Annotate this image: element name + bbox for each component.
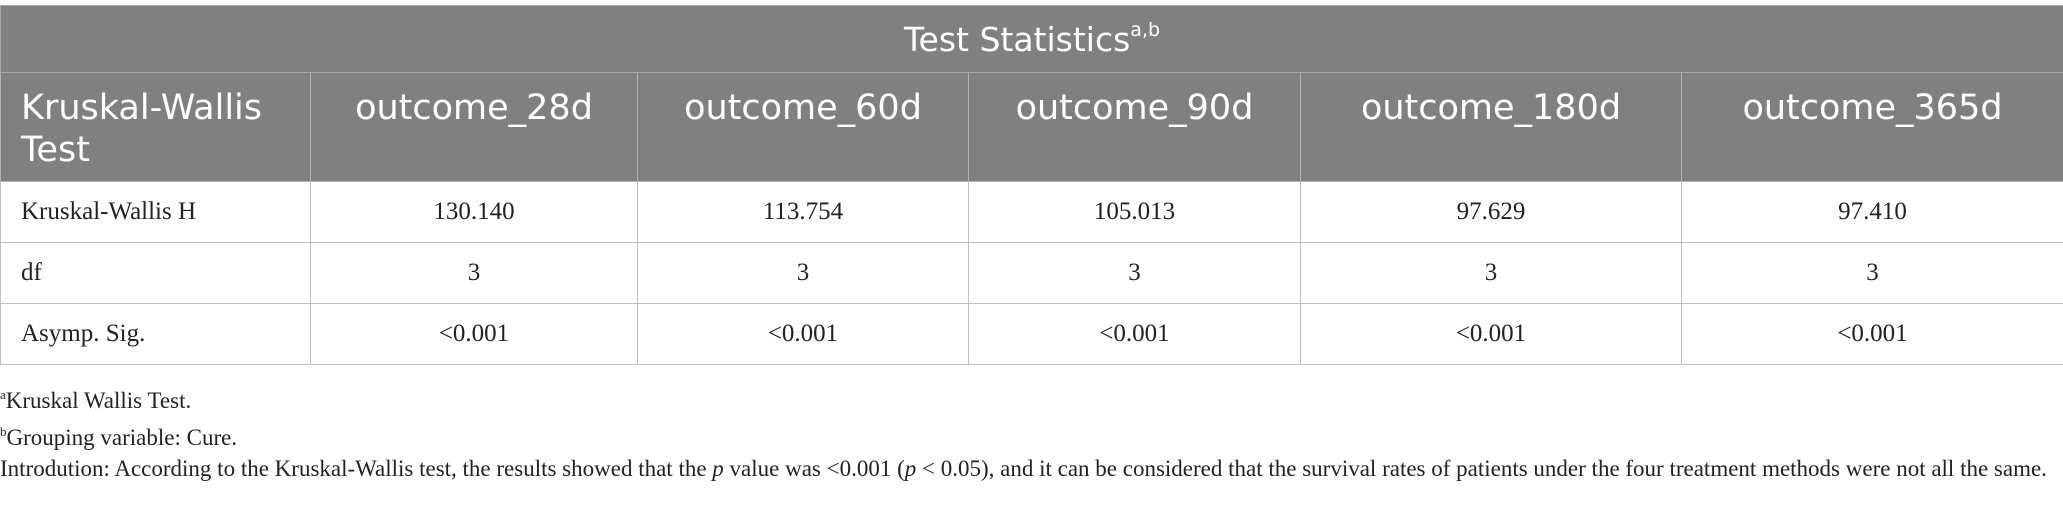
column-header-outcome-365d: outcome_365d: [1680, 72, 2063, 182]
p-symbol: p: [712, 456, 724, 481]
table-title-text: Test Statistics: [903, 20, 1131, 59]
column-header-text: outcome_28d: [355, 88, 593, 128]
footnote-text: Grouping variable: Cure.: [6, 425, 238, 450]
column-header-outcome-28d: outcome_28d: [310, 72, 638, 182]
table-cell: 97.629: [1300, 181, 1682, 243]
column-header-text: outcome_365d: [1742, 88, 2003, 128]
table-cell: <0.001: [310, 303, 638, 365]
note-text: < 0.05), and it can be considered that t…: [916, 456, 2047, 481]
column-header-row: Kruskal-Wallis Test outcome_28d outcome_…: [0, 72, 2063, 182]
row-label: df: [0, 242, 311, 304]
table-cell: 105.013: [968, 181, 1301, 243]
row-label: Asymp. Sig.: [0, 303, 311, 365]
footnote-b: bGrouping variable: Cure.: [0, 416, 2063, 453]
table-cell: 130.140: [310, 181, 638, 243]
table-title-row: Test Statisticsa,b: [0, 5, 2063, 73]
table-cell: <0.001: [637, 303, 969, 365]
table-title-superscript: a,b: [1130, 19, 1161, 41]
p-symbol: p: [904, 456, 917, 481]
table-cell: 3: [1300, 242, 1682, 304]
table-cell: 3: [310, 242, 638, 304]
footnote-mark: a: [0, 387, 6, 402]
table-cell: <0.001: [1680, 303, 2063, 365]
test-statistics-table: Test Statisticsa,b Kruskal-Wallis Test o…: [0, 5, 2063, 365]
table-row-kruskal-wallis-h: Kruskal-Wallis H 130.140 113.754 105.013…: [0, 181, 2063, 243]
table-title: Test Statisticsa,b: [0, 5, 2063, 73]
column-header-outcome-60d: outcome_60d: [637, 72, 969, 182]
table-cell: <0.001: [1300, 303, 1682, 365]
introduction-note: Introdution: According to the Kruskal-Wa…: [0, 453, 2063, 484]
footnote-mark: b: [0, 424, 7, 439]
table-row-asymp-sig: Asymp. Sig. <0.001 <0.001 <0.001 <0.001 …: [0, 303, 2063, 365]
corner-header: Kruskal-Wallis Test: [0, 72, 311, 182]
table-cell: 113.754: [637, 181, 969, 243]
column-header-text: outcome_180d: [1360, 88, 1622, 128]
table-cell: 3: [968, 242, 1301, 304]
column-header-text: outcome_60d: [684, 88, 922, 128]
column-header-outcome-180d: outcome_180d: [1300, 72, 1682, 182]
corner-header-text: Kruskal-Wallis Test: [21, 88, 263, 170]
column-header-text: outcome_90d: [1015, 88, 1254, 128]
table-container: Test Statisticsa,b Kruskal-Wallis Test o…: [0, 5, 2063, 365]
table-cell: 3: [637, 242, 969, 304]
row-label: Kruskal-Wallis H: [0, 181, 311, 243]
table-footnotes: aKruskal Wallis Test. bGrouping variable…: [0, 379, 2063, 484]
footnote-text: Kruskal Wallis Test.: [5, 388, 192, 413]
table-cell: 97.410: [1680, 181, 2063, 243]
footnote-a: aKruskal Wallis Test.: [0, 379, 2063, 416]
column-header-outcome-90d: outcome_90d: [968, 72, 1301, 182]
note-text: Introdution: According to the Kruskal-Wa…: [0, 456, 713, 481]
table-row-df: df 3 3 3 3 3: [0, 242, 2063, 304]
table-cell: <0.001: [968, 303, 1301, 365]
note-text: value was <0.001 (: [723, 456, 905, 481]
table-cell: 3: [1680, 242, 2063, 304]
